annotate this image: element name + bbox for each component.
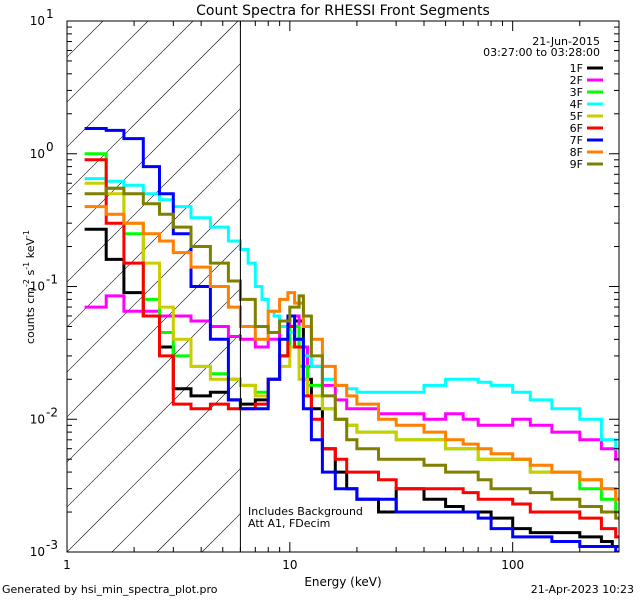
hatch-line: [67, 333, 241, 508]
time-range-label: 03:27:00 to 03:28:00: [483, 46, 600, 59]
hatch-line: [111, 423, 241, 552]
legend-label-8F: 8F: [570, 146, 583, 159]
svg-text:counts cm-2 s-1 keV-1: counts cm-2 s-1 keV-1: [22, 230, 37, 344]
legend-label-1F: 1F: [570, 62, 583, 75]
y-tick-label: 10: [30, 14, 45, 28]
legend-label-5F: 5F: [570, 110, 583, 123]
y-tick-label: 10: [30, 412, 45, 426]
annotation-background: Includes Background: [248, 505, 363, 518]
hatch-line: [67, 378, 241, 552]
y-tick-label: 10: [30, 280, 45, 294]
y-tick-exponent: -2: [46, 405, 58, 419]
y-tick-exponent: 0: [46, 140, 54, 154]
y-tick-label: 10: [30, 147, 45, 161]
hatch-line: [67, 108, 241, 283]
series-group: [84, 127, 619, 552]
legend-label-4F: 4F: [570, 98, 583, 111]
series-line-9F: [84, 186, 619, 520]
x-tick-label: 10: [282, 558, 297, 572]
legend-label-2F: 2F: [570, 74, 583, 87]
series-line-8F: [84, 205, 619, 501]
hatch-line: [67, 63, 241, 238]
hatch-line: [67, 198, 241, 373]
hatch-line: [67, 21, 194, 148]
hatch-line: [67, 21, 239, 193]
y-tick-exponent: 1: [46, 7, 54, 21]
timestamp-text: 21-Apr-2023 10:23: [530, 583, 634, 596]
chart-title: Count Spectra for RHESSI Front Segments: [196, 3, 490, 19]
hatch-line: [67, 153, 241, 328]
y-tick-exponent: -3: [46, 538, 58, 552]
y-tick-label: 10: [30, 545, 45, 559]
x-tick-label: 100: [501, 558, 524, 572]
legend-label-9F: 9F: [570, 158, 583, 171]
series-line-1F: [84, 227, 619, 548]
x-tick-label: 1: [63, 558, 71, 572]
legend-label-3F: 3F: [570, 86, 583, 99]
generated-by-text: Generated by hsi_min_spectra_plot.pro: [2, 583, 218, 596]
y-tick-exponent: -1: [46, 273, 58, 287]
date-label: 21-Jun-2015: [532, 35, 600, 48]
annotation-attenuator: Att A1, FDecim: [248, 517, 330, 530]
legend-label-6F: 6F: [570, 122, 583, 135]
y-axis-label: counts cm-2 s-1 keV-1: [22, 230, 37, 344]
x-axis-label: Energy (keV): [304, 575, 381, 589]
legend-label-7F: 7F: [570, 134, 583, 147]
